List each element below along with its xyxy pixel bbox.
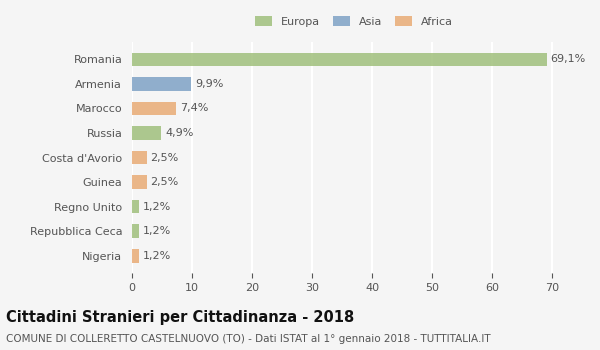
Text: 1,2%: 1,2% — [143, 202, 171, 212]
Bar — [132, 102, 176, 115]
Text: 69,1%: 69,1% — [550, 54, 586, 64]
Text: 7,4%: 7,4% — [180, 103, 208, 113]
Text: 2,5%: 2,5% — [151, 177, 179, 187]
Bar — [132, 77, 191, 91]
Bar — [132, 224, 139, 238]
Text: 1,2%: 1,2% — [143, 251, 171, 261]
Text: COMUNE DI COLLERETTO CASTELNUOVO (TO) - Dati ISTAT al 1° gennaio 2018 - TUTTITAL: COMUNE DI COLLERETTO CASTELNUOVO (TO) - … — [6, 334, 491, 344]
Text: 4,9%: 4,9% — [165, 128, 193, 138]
Legend: Europa, Asia, Africa: Europa, Asia, Africa — [252, 13, 456, 30]
Bar — [132, 175, 147, 189]
Text: 9,9%: 9,9% — [195, 79, 223, 89]
Bar — [132, 151, 147, 164]
Bar — [132, 200, 139, 214]
Text: Cittadini Stranieri per Cittadinanza - 2018: Cittadini Stranieri per Cittadinanza - 2… — [6, 310, 354, 325]
Text: 1,2%: 1,2% — [143, 226, 171, 236]
Bar — [132, 126, 161, 140]
Text: 2,5%: 2,5% — [151, 153, 179, 162]
Bar — [132, 249, 139, 262]
Bar — [132, 52, 547, 66]
